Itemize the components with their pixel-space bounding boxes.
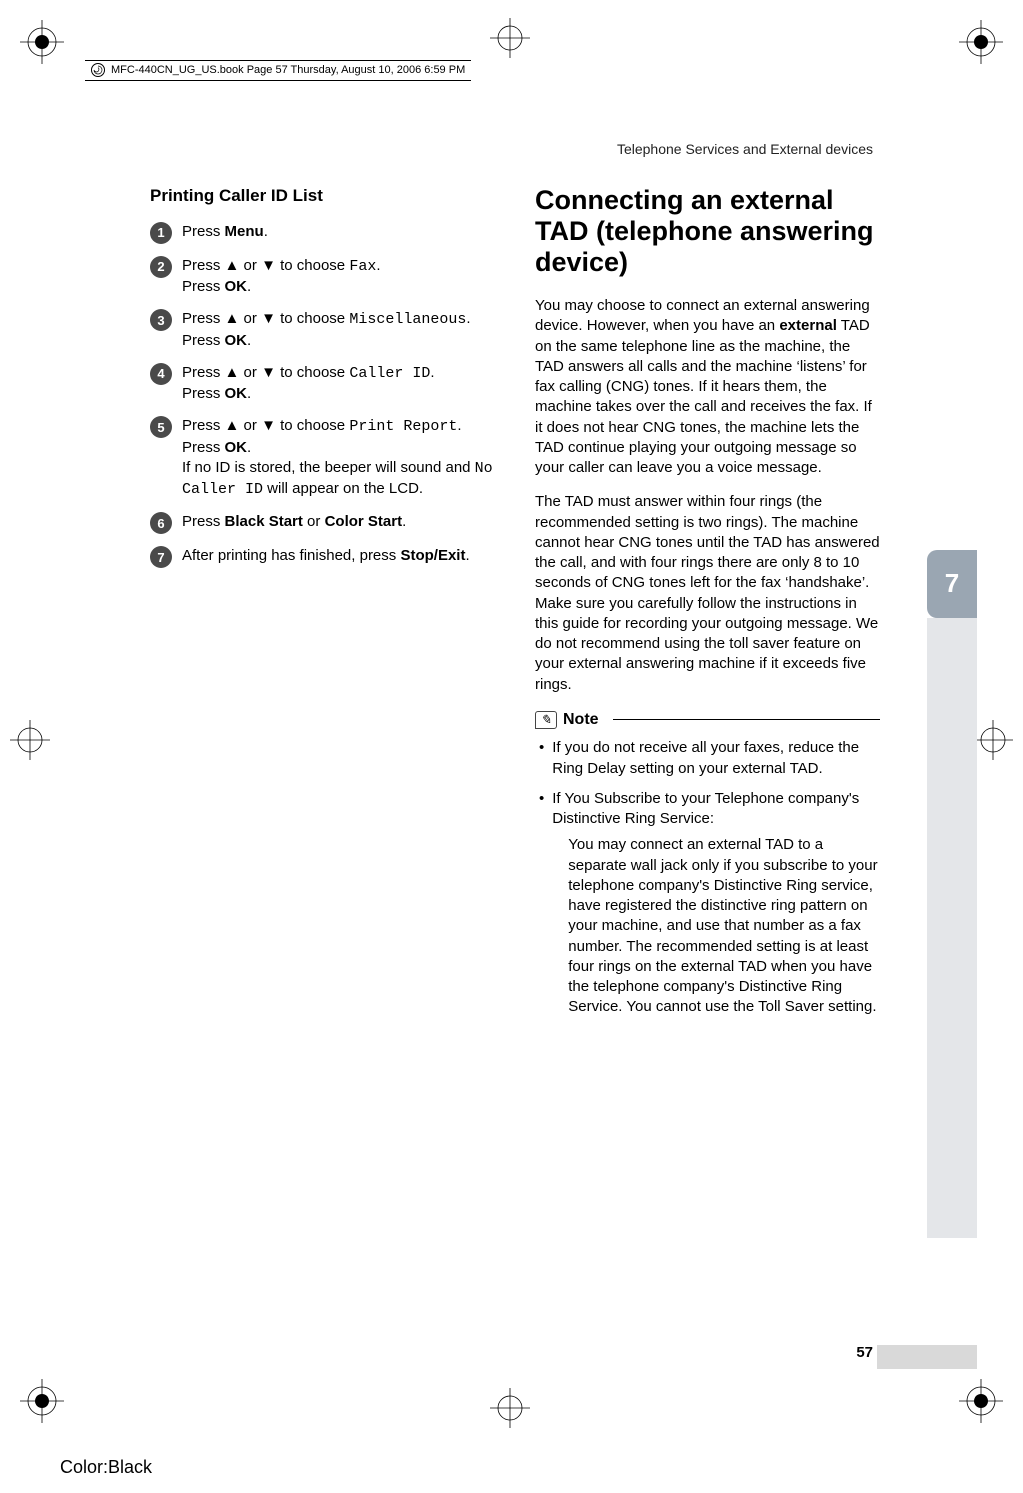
step-number: 4 xyxy=(150,363,172,385)
header-strip-text: MFC-440CN_UG_US.book Page 57 Thursday, A… xyxy=(111,63,465,78)
registration-mark-right xyxy=(973,720,1013,760)
right-column: Connecting an external TAD (telephone an… xyxy=(535,185,880,1028)
step-text: Press ▲ or ▼ to choose Miscellaneous.Pre… xyxy=(182,309,495,351)
page-body: Printing Caller ID List 1 Press Menu. 2 Pre… xyxy=(150,185,880,1028)
registration-mark-left xyxy=(10,720,50,760)
step-number: 6 xyxy=(150,512,172,534)
crop-mark-tr xyxy=(959,20,1003,64)
left-column: Printing Caller ID List 1 Press Menu. 2 Pre… xyxy=(150,185,495,1028)
right-paragraph-1: You may choose to connect an external an… xyxy=(535,296,880,478)
note-header: ✎ Note xyxy=(535,709,880,731)
registration-mark-top xyxy=(490,18,530,58)
page-number-bg xyxy=(877,1345,977,1369)
note-rule xyxy=(613,719,880,720)
step: 1 Press Menu. xyxy=(150,222,495,244)
chapter-tab: 7 xyxy=(927,550,977,618)
color-label: Color:Black xyxy=(60,1455,152,1479)
note-label: Note xyxy=(563,709,599,731)
chapter-tab-number: 7 xyxy=(945,566,959,601)
step-text: Press Black Start or Color Start. xyxy=(182,512,495,532)
swirl-icon xyxy=(91,63,105,77)
registration-mark-bottom xyxy=(490,1388,530,1428)
note-icon: ✎ xyxy=(535,711,557,729)
steps-list: 1 Press Menu. 2 Press ▲ or ▼ to choose Fax.… xyxy=(150,222,495,569)
step: 3 Press ▲ or ▼ to choose Miscellaneous.Pr… xyxy=(150,309,495,351)
step-text: After printing has finished, press Stop/… xyxy=(182,546,495,566)
crop-mark-tl xyxy=(20,20,64,64)
step: 2 Press ▲ or ▼ to choose Fax.Press OK. xyxy=(150,256,495,298)
step-number: 1 xyxy=(150,222,172,244)
side-tab-shadow xyxy=(927,618,977,1238)
right-heading: Connecting an external TAD (telephone an… xyxy=(535,185,880,278)
step: 7 After printing has finished, press Stop… xyxy=(150,546,495,568)
header-strip: MFC-440CN_UG_US.book Page 57 Thursday, A… xyxy=(85,60,471,81)
step-number: 7 xyxy=(150,546,172,568)
note-list: If you do not receive all your faxes, re… xyxy=(535,738,880,1017)
step: 6 Press Black Start or Color Start. xyxy=(150,512,495,534)
note-item-1-text: If you do not receive all your faxes, re… xyxy=(552,738,880,779)
step-text: Press ▲ or ▼ to choose Fax.Press OK. xyxy=(182,256,495,298)
step-number: 3 xyxy=(150,309,172,331)
step-text: Press ▲ or ▼ to choose Print Report.Pres… xyxy=(182,416,495,500)
step: 4 Press ▲ or ▼ to choose Caller ID.Press … xyxy=(150,363,495,405)
left-heading: Printing Caller ID List xyxy=(150,185,495,208)
crop-mark-br xyxy=(959,1379,1003,1423)
note-item-1: If you do not receive all your faxes, re… xyxy=(539,738,880,779)
step-text: Press ▲ or ▼ to choose Caller ID.Press O… xyxy=(182,363,495,405)
right-paragraph-2: The TAD must answer within four rings (t… xyxy=(535,492,880,695)
crop-mark-bl xyxy=(20,1379,64,1423)
chapter-header: Telephone Services and External devices xyxy=(0,140,1023,159)
note-item-2-text: If You Subscribe to your Telephone compa… xyxy=(552,790,859,827)
note-subparagraph: You may connect an external TAD to a sep… xyxy=(552,835,880,1017)
note-item-2: If You Subscribe to your Telephone compa… xyxy=(539,789,880,1018)
step-number: 5 xyxy=(150,416,172,438)
page-number: 57 xyxy=(856,1343,873,1363)
step: 5 Press ▲ or ▼ to choose Print Report.Pre… xyxy=(150,416,495,500)
step-number: 2 xyxy=(150,256,172,278)
step-text: Press Menu. xyxy=(182,222,495,242)
